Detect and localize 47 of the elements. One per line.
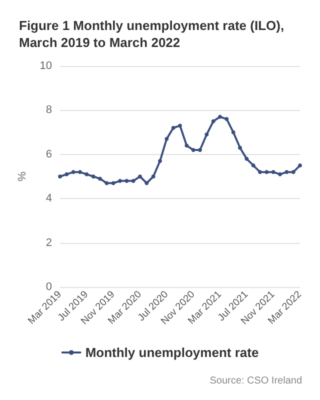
point <box>271 170 276 174</box>
point <box>151 174 156 178</box>
point <box>64 172 69 176</box>
y-tick-label: 2 <box>46 236 52 249</box>
point <box>191 148 196 152</box>
point <box>264 170 269 174</box>
point <box>184 144 189 148</box>
point <box>291 170 296 174</box>
point <box>238 146 242 150</box>
y-axis-title: % <box>16 171 28 182</box>
point <box>171 126 176 130</box>
point <box>258 170 262 174</box>
point <box>144 181 149 186</box>
point <box>284 170 289 174</box>
point <box>98 176 102 181</box>
point <box>298 163 302 168</box>
point <box>198 148 202 152</box>
point <box>104 181 109 186</box>
point <box>131 178 136 183</box>
chart-title: Figure 1 Monthly unemployment rate (ILO), March 2019 to March 2022 <box>19 18 288 50</box>
point <box>58 174 62 178</box>
point <box>71 170 76 174</box>
point <box>244 156 249 161</box>
y-tick-label: 4 <box>46 192 52 205</box>
point <box>111 181 116 186</box>
point <box>224 117 229 122</box>
point <box>178 124 182 128</box>
point <box>204 132 209 137</box>
source-note: Source: CSO Ireland <box>210 376 302 386</box>
y-tick-label: 8 <box>46 104 52 116</box>
point <box>211 119 216 124</box>
point <box>84 172 89 176</box>
point <box>164 136 169 141</box>
point <box>118 178 122 183</box>
point <box>78 170 82 174</box>
point <box>91 174 96 178</box>
legend-label: Monthly unemployment rate <box>85 345 259 360</box>
point <box>124 178 129 183</box>
y-tick-label: 0 <box>46 281 52 293</box>
y-tick-label: 10 <box>40 60 52 72</box>
y-tick-label: 6 <box>46 148 52 160</box>
point <box>231 130 236 134</box>
point <box>138 174 142 178</box>
point <box>278 172 282 176</box>
point <box>158 159 162 164</box>
point <box>218 114 222 119</box>
point <box>251 163 256 168</box>
